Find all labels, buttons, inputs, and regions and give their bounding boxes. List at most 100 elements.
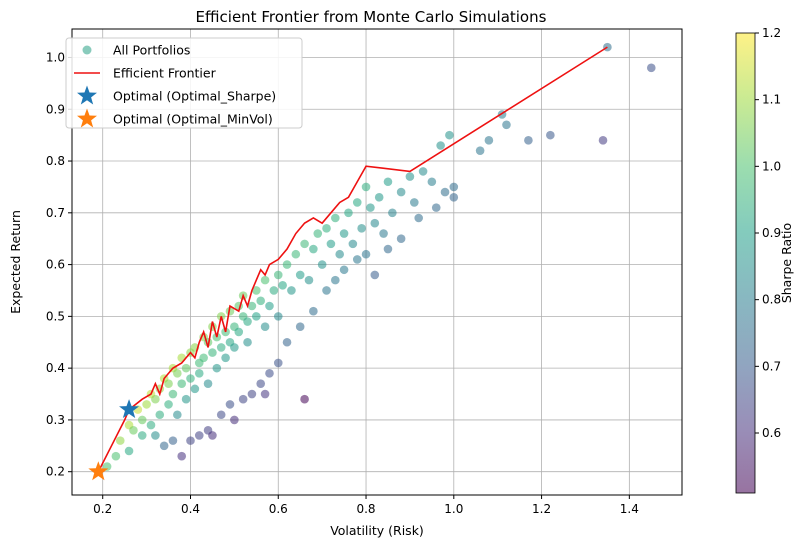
portfolio-point <box>129 425 138 435</box>
y-tick-label: 0.4 <box>46 361 65 375</box>
colorbar-tick-label: 0.8 <box>762 293 781 307</box>
portfolio-point <box>287 286 296 295</box>
portfolio-point <box>111 451 121 461</box>
colorbar-tick-label: 0.9 <box>762 226 781 240</box>
x-tick-label: 0.8 <box>356 502 375 516</box>
optimal-sharpe-marker <box>119 399 140 419</box>
legend-item: Optimal (Optimal_Sharpe) <box>77 85 276 105</box>
portfolio-point <box>348 239 358 249</box>
y-tick-label: 0.6 <box>46 258 65 272</box>
x-axis-label: Volatility (Risk) <box>330 523 424 538</box>
portfolio-point <box>208 348 217 357</box>
portfolio-point <box>173 369 182 378</box>
portfolio-point <box>137 415 147 425</box>
portfolio-point <box>230 343 239 352</box>
portfolio-point <box>243 317 252 326</box>
portfolio-point <box>216 410 226 420</box>
portfolio-point <box>598 136 608 145</box>
portfolio-point <box>410 198 419 207</box>
portfolio-point <box>317 260 327 269</box>
portfolio-point <box>190 384 200 394</box>
portfolio-point <box>260 322 270 332</box>
portfolio-point <box>546 130 555 140</box>
optimal-markers <box>88 399 140 481</box>
portfolio-point <box>300 239 309 249</box>
portfolio-point <box>361 249 371 259</box>
portfolio-point <box>115 436 125 445</box>
portfolio-point <box>273 312 283 321</box>
portfolio-point <box>273 358 283 368</box>
portfolio-point <box>282 260 292 269</box>
portfolio-point <box>331 213 340 223</box>
portfolio-point <box>370 218 380 228</box>
x-tick-label: 1.0 <box>444 502 463 516</box>
portfolio-point <box>164 400 173 409</box>
portfolio-point <box>335 249 344 259</box>
portfolio-point <box>396 187 406 197</box>
portfolio-point <box>273 270 283 280</box>
legend-circle-icon <box>82 45 92 55</box>
colorbar-tick-label: 1.2 <box>762 26 781 40</box>
y-tick-label: 0.5 <box>46 309 65 323</box>
portfolio-point <box>151 431 160 440</box>
portfolio-point <box>304 275 314 285</box>
legend-box <box>65 37 303 129</box>
portfolio-point <box>225 306 235 316</box>
x-axis-ticks: 0.2 0.4 0.6 0.8 1.0 1.2 1.4 <box>93 495 639 516</box>
portfolio-point <box>344 208 353 218</box>
y-tick-label: 0.2 <box>46 465 65 479</box>
colorbar-tick-label: 1.1 <box>762 93 781 107</box>
portfolio-point <box>177 379 187 388</box>
legend-label: All Portfolios <box>113 43 190 58</box>
portfolio-point <box>168 389 178 399</box>
portfolio-point <box>186 374 195 383</box>
portfolio-point <box>234 327 244 337</box>
portfolio-point <box>238 394 248 404</box>
y-axis-ticks: 0.2 0.3 0.4 0.5 0.6 0.7 0.8 0.9 1.0 <box>46 50 72 479</box>
portfolio-point <box>181 394 191 404</box>
portfolio-point <box>256 296 266 306</box>
portfolio-point <box>440 187 450 197</box>
portfolio-point <box>142 400 151 409</box>
scatter-points <box>102 42 656 471</box>
portfolio-point <box>383 244 393 254</box>
portfolio-point <box>445 130 454 140</box>
portfolio-point <box>449 182 459 192</box>
portfolio-point <box>230 415 239 425</box>
portfolio-point <box>646 63 656 73</box>
grid-lines <box>72 29 682 495</box>
portfolio-point <box>194 369 204 378</box>
portfolio-point <box>475 146 485 155</box>
legend-item: Optimal (Optimal_MinVol) <box>77 108 273 128</box>
portfolio-point <box>168 436 178 445</box>
portfolio-point <box>313 229 323 238</box>
optimal-minvol-marker <box>88 461 109 481</box>
portfolio-point <box>260 275 270 285</box>
legend: All Portfolios Efficient Frontier Optimal … <box>65 37 303 129</box>
portfolio-point <box>194 431 204 440</box>
portfolio-point <box>352 198 362 207</box>
portfolio-point <box>278 281 287 290</box>
portfolio-point <box>326 239 336 249</box>
portfolio-point <box>252 312 261 321</box>
portfolio-point <box>396 234 406 243</box>
portfolio-point <box>339 229 349 238</box>
portfolio-point <box>449 192 459 202</box>
portfolio-point <box>300 394 309 404</box>
legend-label: Optimal (Optimal_MinVol) <box>113 112 273 127</box>
portfolio-point <box>436 141 445 150</box>
portfolio-point <box>124 446 134 456</box>
colorbar-tick-label: 0.7 <box>762 359 781 373</box>
portfolio-point <box>322 286 331 295</box>
portfolio-point <box>309 306 318 316</box>
y-axis-label: Expected Return <box>8 210 23 314</box>
y-tick-label: 0.3 <box>46 413 65 427</box>
legend-star-icon <box>77 85 97 105</box>
legend-label: Efficient Frontier <box>113 66 217 81</box>
portfolio-point <box>418 167 428 176</box>
portfolio-point <box>212 363 222 373</box>
portfolio-point <box>247 389 257 399</box>
portfolio-point <box>269 286 279 295</box>
colorbar-label: Sharpe Ratio <box>779 223 794 303</box>
efficient-frontier-line <box>97 46 608 473</box>
